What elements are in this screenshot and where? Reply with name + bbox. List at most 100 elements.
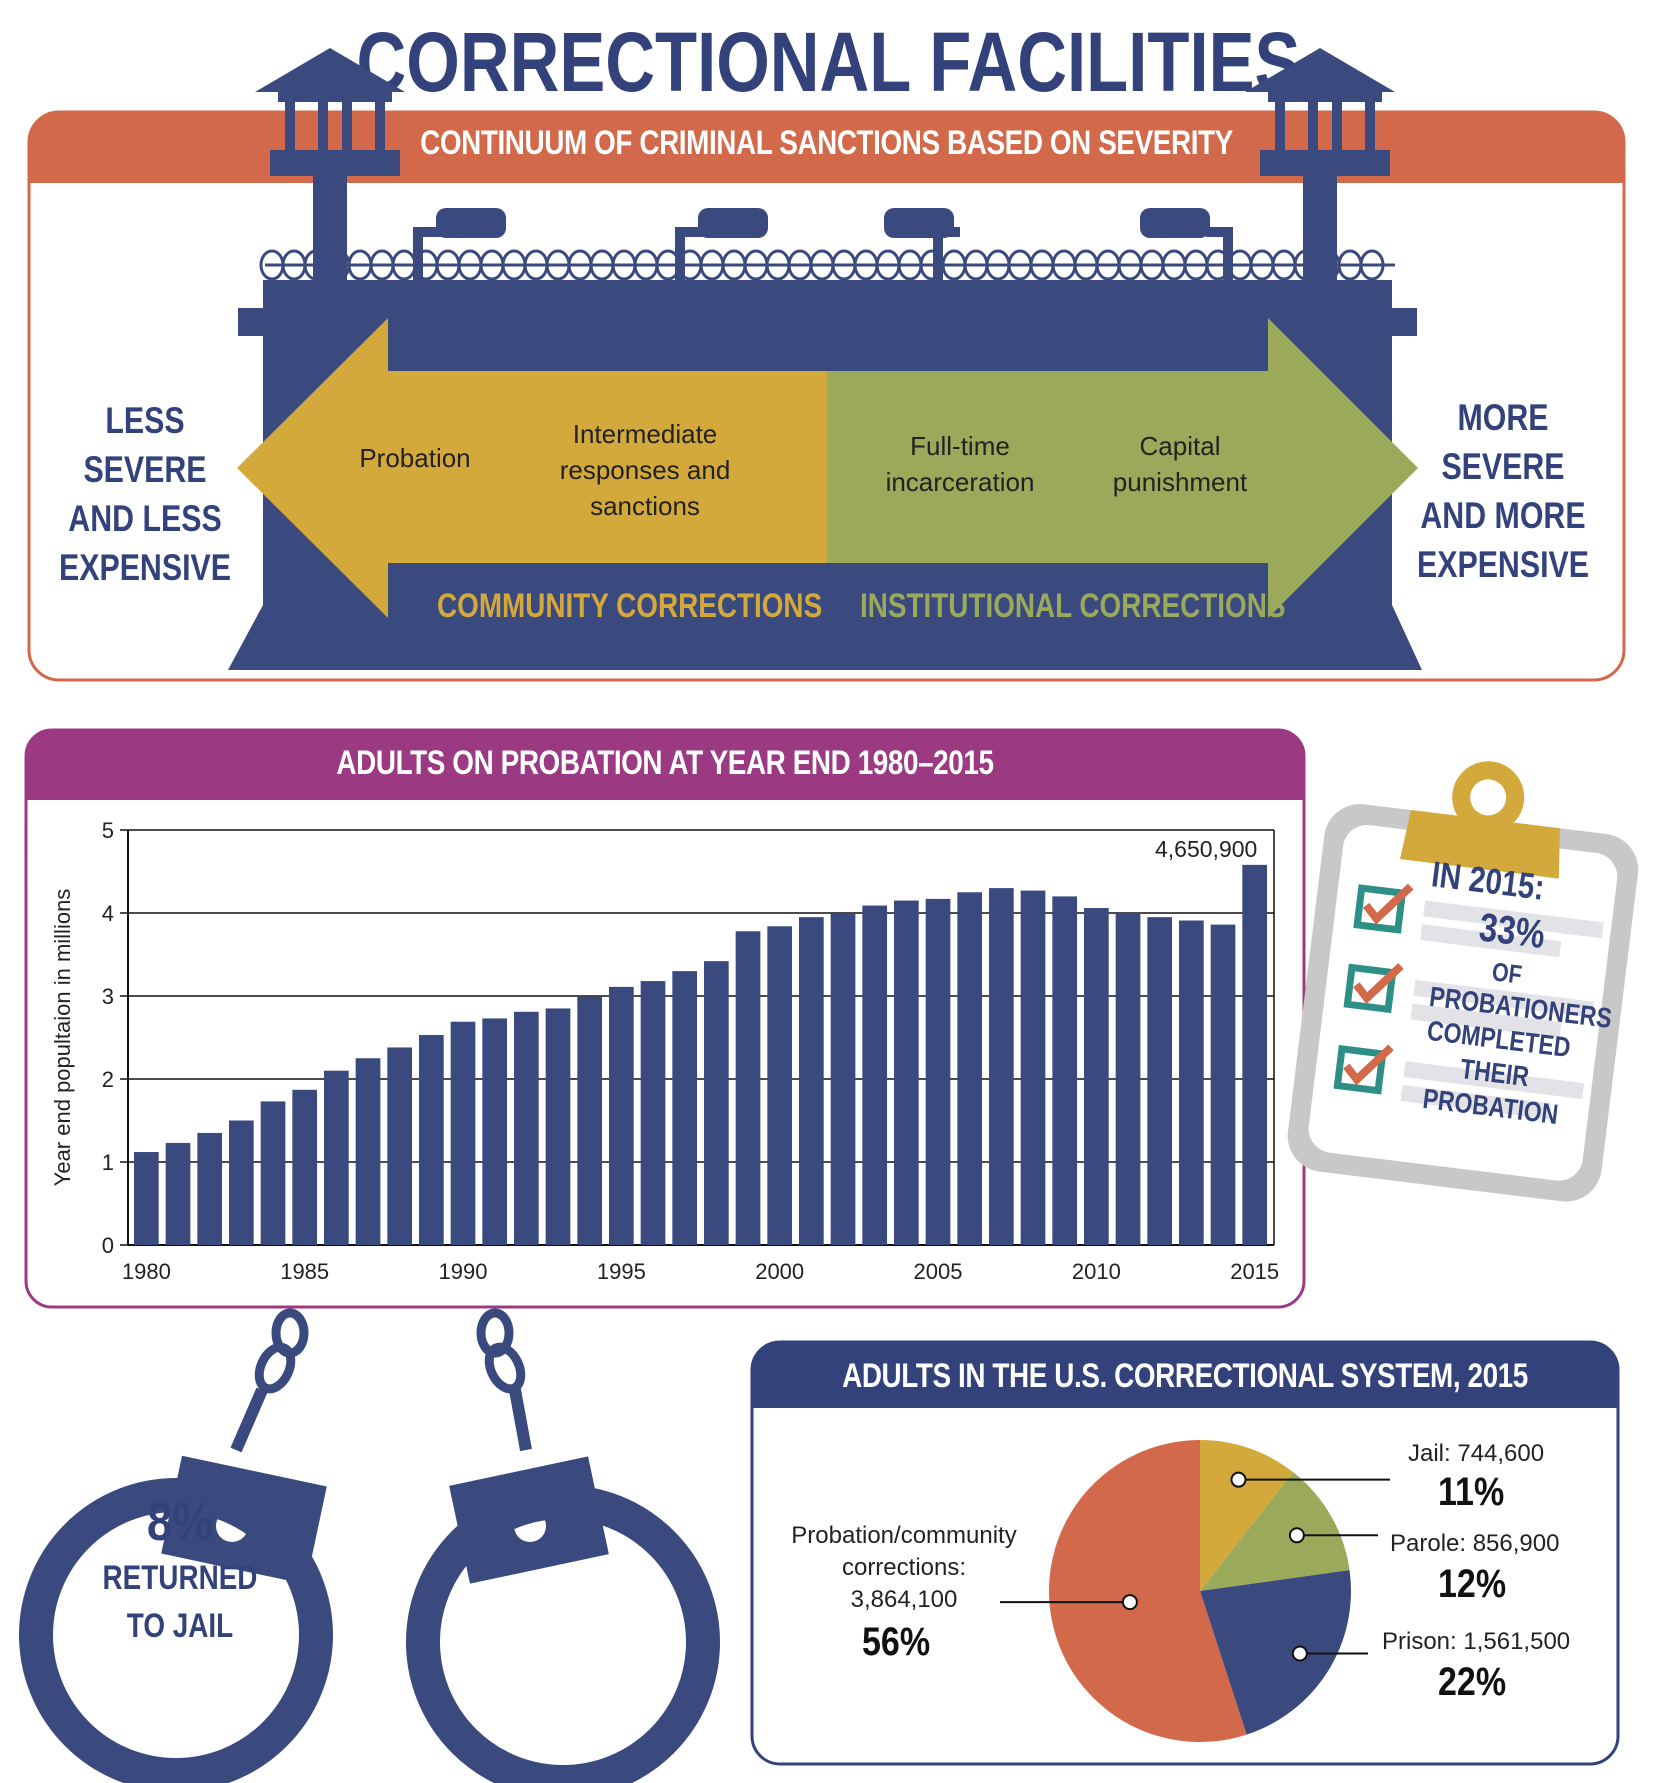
checkbox-icon	[1333, 883, 1414, 1095]
x-tick-label: 1990	[439, 1259, 488, 1284]
x-tick-label: 2010	[1072, 1259, 1121, 1284]
bar-2009	[1052, 896, 1078, 1245]
wall-ledge-right	[1387, 308, 1417, 336]
bar-2001	[799, 917, 824, 1245]
bar-1985	[292, 1089, 318, 1245]
guard-tower-left-icon	[255, 48, 405, 282]
bar-1980	[134, 1152, 159, 1245]
probation-bar-chart: 0 1 2 3 4 5 1980 1985 1990 1995 2000 2005 2010 2015 Ye…	[50, 818, 1279, 1284]
probation-header-bar	[26, 730, 1304, 800]
item-incarceration: Full-time incarceration	[860, 428, 1060, 500]
prison-percent: 22%	[1438, 1660, 1507, 1704]
bar-2013	[1179, 920, 1204, 1245]
jail-percent: 11%	[1438, 1470, 1505, 1514]
pie-header-bar	[752, 1342, 1618, 1408]
leader-dot	[1288, 1527, 1305, 1544]
bar-1982	[197, 1132, 223, 1245]
probation-label: Probation/community corrections: 3,864,1…	[772, 1520, 1036, 1616]
bar-2000	[767, 926, 793, 1245]
x-tick-label: 2000	[755, 1259, 804, 1284]
returned-line-1: RETURNED	[102, 1559, 258, 1597]
bar-2008	[1020, 890, 1046, 1245]
page-title: CORRECTIONAL FACILITIES	[356, 15, 1301, 109]
parole-label: Parole: 856,900	[1390, 1530, 1560, 1557]
returned-percent: 8%	[146, 1492, 214, 1552]
bar-2010	[1084, 908, 1109, 1245]
item-incarceration-line-2: incarceration	[885, 467, 1035, 497]
x-tick-label: 2005	[914, 1259, 963, 1284]
bar-1992	[514, 1011, 539, 1245]
bar-1989	[419, 1035, 444, 1245]
x-tick-label: 1985	[280, 1259, 329, 1284]
lamp-heads	[436, 208, 1210, 238]
y-tick-label: 2	[102, 1067, 114, 1092]
clipboard-icon	[1287, 761, 1639, 1202]
bar-1991	[482, 1018, 508, 1245]
bar-1986	[324, 1070, 349, 1245]
pie-chart-title: ADULTS IN THE U.S. CORRECTIONAL SYSTEM, …	[842, 1357, 1528, 1395]
more-severe-label: MORE SEVERE AND MORE EXPENSIVE	[1413, 393, 1593, 589]
bar-2002	[830, 913, 856, 1245]
bar-1997	[672, 971, 698, 1245]
x-tick-label: 1980	[122, 1259, 171, 1284]
more-severe-line-2: AND MORE	[1420, 495, 1586, 536]
less-severe-line-3: EXPENSIVE	[58, 547, 231, 588]
item-probation: Probation	[335, 440, 495, 476]
item-capital-line-1: Capital	[1139, 431, 1221, 461]
wire-coil	[1359, 249, 1385, 281]
bar-2015	[1242, 864, 1268, 1245]
correctional-pie-chart	[1000, 1440, 1390, 1742]
bar-1988	[387, 1047, 413, 1245]
probation-percent: 56%	[862, 1620, 931, 1664]
item-capital: Capital punishment	[1090, 428, 1270, 500]
item-capital-line-2: punishment	[1112, 467, 1248, 497]
probation-chart-title: ADULTS ON PROBATION AT YEAR END 1980–201…	[336, 744, 994, 782]
institutional-corrections-label: INSTITUTIONAL CORRECTIONS	[860, 587, 1286, 625]
bar-2006	[957, 892, 983, 1245]
bar-1984	[260, 1101, 286, 1245]
pie-slice-parole	[1200, 1472, 1350, 1591]
y-tick-label: 0	[102, 1233, 114, 1258]
y-tick-label: 3	[102, 984, 114, 1009]
arrow-community	[237, 318, 827, 618]
bar-1996	[640, 981, 666, 1245]
continuum-graphic	[27, 48, 1626, 682]
item-intermediate-line-1: Intermediate	[572, 419, 718, 449]
wall-ledge-left	[238, 308, 268, 336]
bar-1993	[545, 1008, 571, 1245]
bar-2007	[989, 888, 1014, 1245]
bar-1998	[704, 961, 729, 1245]
item-probation-line-1: Probation	[359, 443, 471, 473]
clipboard-graphic: IN 2015: 33% OF PROBATIONERS COMPLETED T…	[1270, 739, 1657, 1217]
y-axis-label: Year end popultaion in millions	[50, 889, 75, 1187]
x-tick-label: 2015	[1230, 1259, 1279, 1284]
bar-2004	[894, 900, 919, 1245]
leader-dot	[1291, 1645, 1308, 1662]
x-tick-label: 1995	[597, 1259, 646, 1284]
y-tick-label: 5	[102, 818, 114, 843]
returned-line-2: TO JAIL	[126, 1607, 234, 1645]
bar-2014	[1210, 924, 1236, 1245]
probation-label-line-2: corrections:	[841, 1554, 967, 1581]
bar-2012	[1147, 917, 1173, 1245]
guard-tower-right-icon	[1245, 48, 1395, 282]
item-incarceration-line-1: Full-time	[910, 431, 1010, 461]
pie-slice-prison	[1200, 1570, 1351, 1735]
handcuffs-icon	[19, 1308, 720, 1783]
more-severe-line-3: EXPENSIVE	[1416, 544, 1589, 585]
bar-1994	[577, 996, 603, 1245]
continuum-header: CONTINUUM OF CRIMINAL SANCTIONS BASED ON…	[420, 124, 1233, 162]
clipboard-text: IN 2015: 33% OF PROBATIONERS COMPLETED T…	[1340, 845, 1613, 1134]
peak-value-label: 4,650,900	[1155, 836, 1258, 862]
parole-percent: 12%	[1438, 1562, 1507, 1606]
returned-to-jail-stat: 8% RETURNED TO JAIL	[60, 1490, 300, 1650]
less-severe-line-2: AND LESS	[68, 498, 222, 539]
community-corrections-label: COMMUNITY CORRECTIONS	[437, 587, 823, 625]
bar-2003	[862, 905, 888, 1245]
bar-1987	[355, 1058, 381, 1245]
pie-slice-jail	[1200, 1440, 1294, 1591]
arrow-institutional	[827, 318, 1418, 618]
leader-dot	[1230, 1471, 1247, 1488]
bar-1999	[735, 931, 761, 1245]
leader-dot	[1121, 1594, 1138, 1611]
